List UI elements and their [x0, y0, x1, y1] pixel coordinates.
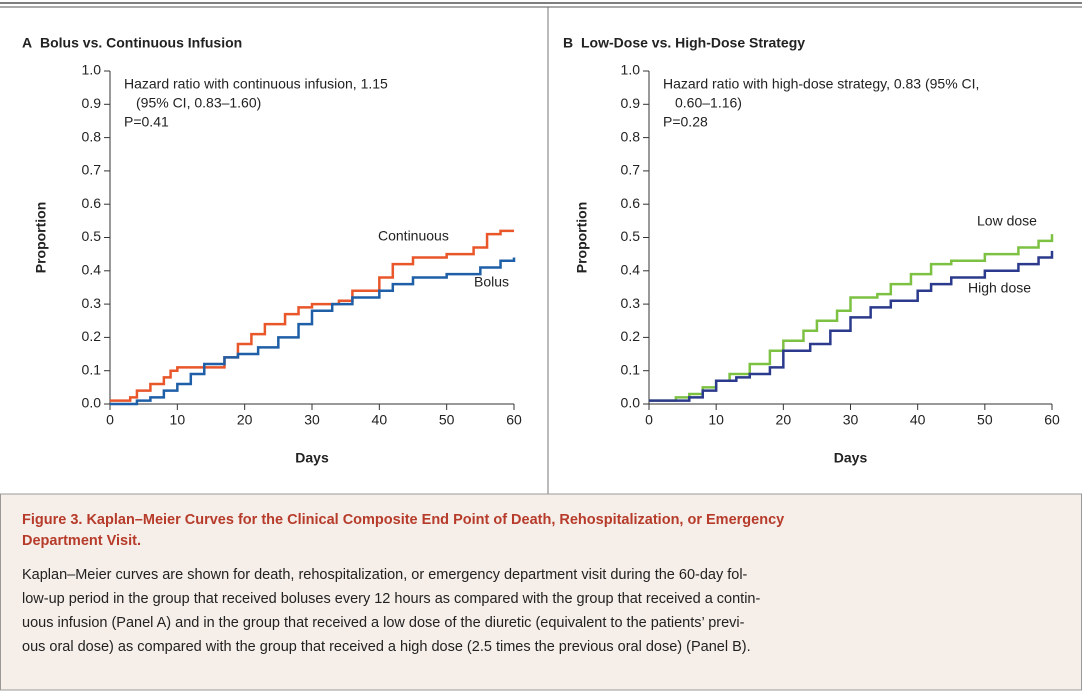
y-axis-label: Proportion	[574, 202, 590, 274]
y-tick-label: 0.7	[621, 162, 641, 178]
x-tick-label: 0	[106, 412, 114, 428]
x-tick-label: 60	[1044, 412, 1060, 428]
x-axis-label: Days	[834, 450, 868, 466]
y-tick-label: 0.3	[621, 295, 641, 311]
x-tick-label: 20	[776, 412, 792, 428]
y-tick-label: 0.7	[82, 162, 102, 178]
y-tick-label: 0.9	[82, 95, 102, 111]
annotation: Hazard ratio with high-dose strategy, 0.…	[663, 76, 979, 92]
y-tick-label: 0.2	[82, 328, 102, 344]
y-tick-label: 0.0	[82, 395, 102, 411]
y-tick-label: 0.6	[621, 195, 641, 211]
annotation: P=0.41	[124, 114, 169, 130]
caption-title: Department Visit.	[22, 533, 141, 549]
y-tick-label: 0.8	[621, 128, 641, 144]
y-tick-label: 0.2	[621, 328, 641, 344]
annotation: Hazard ratio with continuous infusion, 1…	[124, 76, 388, 92]
x-tick-label: 60	[506, 412, 522, 428]
y-tick-label: 0.8	[82, 128, 102, 144]
x-tick-label: 50	[439, 412, 455, 428]
series-label: Bolus	[474, 274, 509, 290]
x-tick-label: 10	[708, 412, 724, 428]
km-curve	[110, 229, 514, 402]
km-curve	[649, 250, 1054, 402]
x-tick-label: 40	[910, 412, 926, 428]
x-tick-label: 50	[977, 412, 993, 428]
x-tick-label: 0	[645, 412, 653, 428]
x-tick-label: 10	[170, 412, 186, 428]
caption-text: uous infusion (Panel A) and in the group…	[22, 615, 745, 631]
y-tick-label: 0.1	[82, 361, 102, 377]
x-tick-label: 40	[372, 412, 388, 428]
y-tick-label: 0.4	[82, 262, 102, 278]
panel-letter: A	[22, 35, 32, 51]
caption-title: Figure 3. Kaplan–Meier Curves for the Cl…	[22, 512, 784, 528]
annotation: 0.60–1.16)	[675, 95, 742, 111]
series-label: Low dose	[977, 213, 1037, 229]
series-label: High dose	[968, 280, 1031, 296]
annotation: (95% CI, 0.83–1.60)	[136, 95, 261, 111]
y-tick-label: 0.1	[621, 361, 641, 377]
y-tick-label: 1.0	[82, 62, 102, 78]
panel-letter: B	[563, 35, 573, 51]
annotation: P=0.28	[663, 114, 708, 130]
y-tick-label: 0.5	[621, 228, 641, 244]
y-tick-label: 0.0	[621, 395, 641, 411]
x-tick-label: 30	[843, 412, 859, 428]
x-axis-label: Days	[295, 450, 329, 466]
y-tick-label: 0.6	[82, 195, 102, 211]
caption-box	[0, 493, 1082, 691]
x-tick-label: 20	[237, 412, 253, 428]
y-tick-label: 0.4	[621, 262, 641, 278]
chart-title: Low-Dose vs. High-Dose Strategy	[581, 35, 805, 51]
km-curve	[110, 257, 516, 406]
y-axis-label: Proportion	[33, 202, 49, 274]
y-tick-label: 0.9	[621, 95, 641, 111]
caption-text: Kaplan–Meier curves are shown for death,…	[22, 567, 748, 583]
chart-title: Bolus vs. Continuous Infusion	[40, 35, 242, 51]
caption-text: low-up period in the group that received…	[22, 591, 760, 607]
x-tick-label: 30	[304, 412, 320, 428]
caption-text: ous oral dose) as compared with the grou…	[22, 639, 751, 655]
y-tick-label: 1.0	[621, 62, 641, 78]
y-tick-label: 0.3	[82, 295, 102, 311]
series-label: Continuous	[378, 228, 449, 244]
y-tick-label: 0.5	[82, 228, 102, 244]
